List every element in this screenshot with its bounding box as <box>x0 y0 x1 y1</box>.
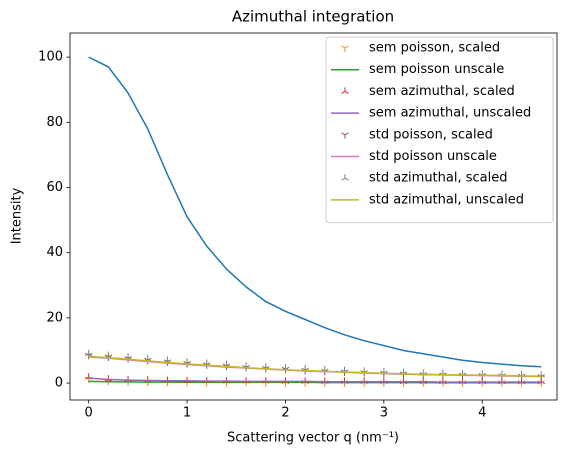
legend-label: std poisson unscale <box>369 149 497 164</box>
legend-label: sem azimuthal, scaled <box>369 84 515 99</box>
legend-marker <box>341 132 349 139</box>
marker <box>84 349 93 357</box>
legend-label: sem azimuthal, unscaled <box>369 106 531 121</box>
legend-label: sem poisson, scaled <box>369 41 500 56</box>
line <box>88 56 542 368</box>
x-axis-label: Scattering vector q (nm⁻¹) <box>227 431 399 446</box>
y-tick-label: 100 <box>38 50 63 65</box>
x-tick-label: 2 <box>281 406 289 421</box>
line <box>88 356 542 378</box>
legend-marker <box>341 174 349 181</box>
y-tick-label: 60 <box>46 180 63 195</box>
legend-marker <box>341 45 349 52</box>
x-tick-label: 1 <box>183 406 191 421</box>
axes-frame <box>69 32 558 401</box>
legend-box <box>325 36 554 224</box>
y-tick-label: 20 <box>46 310 63 325</box>
legend-label: std azimuthal, scaled <box>369 171 508 186</box>
line <box>88 377 542 383</box>
x-tick-label: 3 <box>380 406 388 421</box>
legend-label: std azimuthal, unscaled <box>369 192 524 207</box>
chart-title: Azimuthal integration <box>232 8 394 26</box>
legend-label: std poisson, scaled <box>369 127 493 142</box>
y-tick-label: 40 <box>46 245 63 260</box>
line <box>88 355 542 377</box>
x-tick-label: 0 <box>85 406 93 421</box>
x-tick-label: 4 <box>478 406 486 421</box>
legend-label: sem poisson unscale <box>369 62 504 77</box>
y-axis-label: Intensity <box>10 187 25 244</box>
y-tick-label: 0 <box>55 376 63 391</box>
legend-marker <box>341 87 349 94</box>
y-tick-label: 80 <box>46 115 63 130</box>
